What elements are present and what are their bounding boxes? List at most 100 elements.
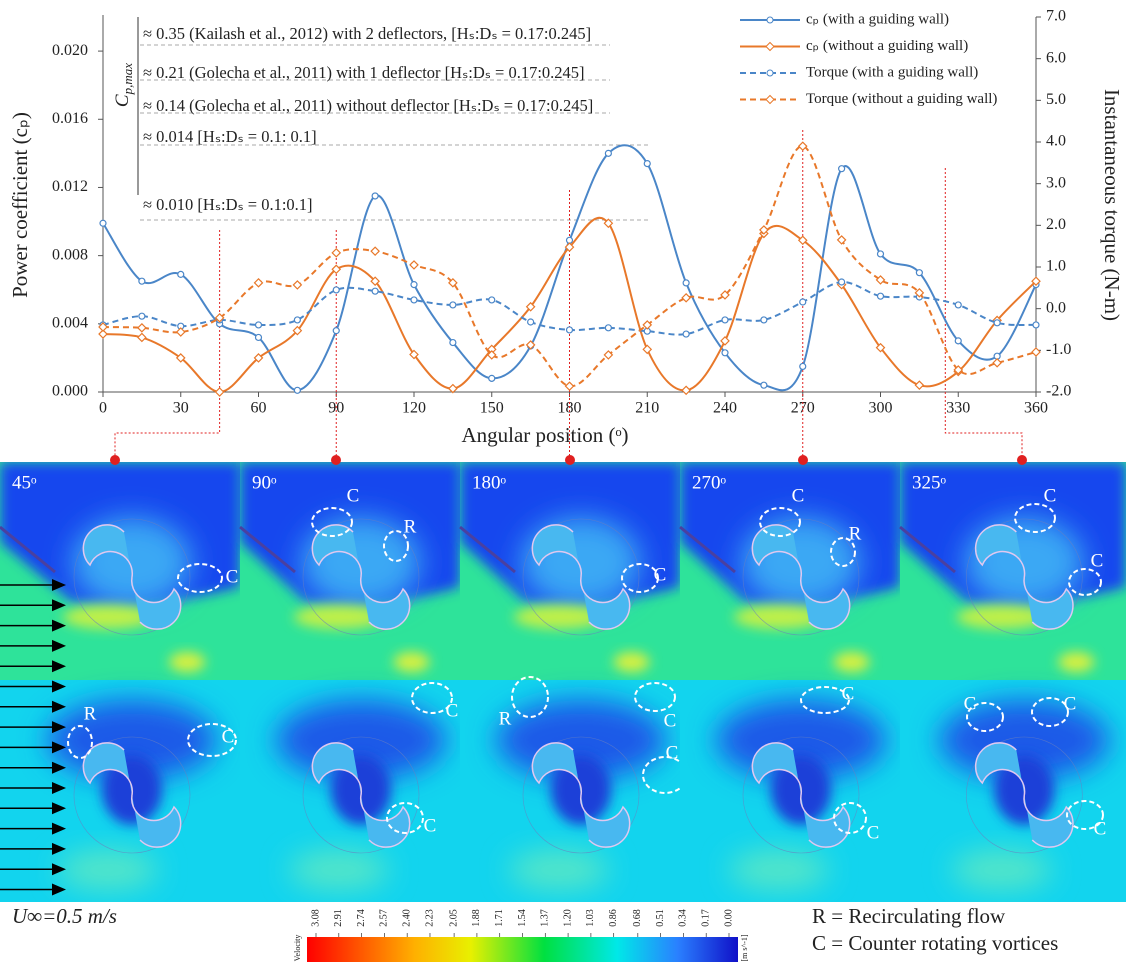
y2-tick-label: 4.0 (1046, 133, 1066, 150)
legend-r: R = Recirculating flow (812, 904, 1006, 928)
guide-wall (239, 525, 296, 574)
point-marker (681, 385, 691, 396)
colorbar-tick-label: 0.51 (655, 909, 666, 927)
inflow-arrow-head (52, 761, 66, 774)
legend-label: Torque (with a guiding wall) (806, 64, 978, 80)
inflow-arrow-head (52, 700, 66, 713)
cp-max-subscript: p,max (120, 63, 135, 96)
y2-tick-label: -1.0 (1046, 341, 1071, 358)
point-marker (486, 350, 497, 360)
point-marker (332, 286, 340, 294)
colorbar-unit: [m s^-1] (740, 934, 749, 961)
contour-jet (734, 605, 824, 629)
x-tick-label: 0 (99, 400, 107, 417)
point-marker (525, 301, 536, 312)
vortex-label: C (1044, 485, 1057, 506)
point-marker (838, 278, 846, 286)
point-marker (603, 350, 614, 360)
vortex-label: C (1091, 550, 1104, 571)
panel-angle: 90ᵒ (252, 472, 277, 493)
rotor-blade (531, 524, 583, 578)
y2-tick-label: 6.0 (1046, 49, 1066, 66)
colorbar-tick-label: 2.57 (379, 909, 390, 927)
point-marker (332, 327, 340, 335)
vortex-label: R (499, 708, 512, 729)
point-marker (254, 333, 263, 342)
point-marker (370, 246, 380, 257)
y2-tick-label: 5.0 (1046, 91, 1066, 108)
colorbar-tick-label: 1.88 (471, 909, 482, 927)
contour-light (729, 850, 829, 890)
colorbar-tick-label: 0.86 (608, 909, 619, 927)
contour-light (509, 850, 609, 890)
inflow-arrow-head (52, 660, 66, 673)
contour-jet2 (833, 652, 870, 672)
rotor-blade (311, 524, 363, 578)
highlight-dot (565, 455, 575, 465)
y2-axis-label: Instantaneous torque (N-m) (1100, 89, 1124, 321)
highlight-dot (331, 455, 341, 465)
point-marker (293, 386, 301, 394)
y2-tick-label: 0.0 (1046, 299, 1066, 316)
point-marker (1031, 347, 1041, 357)
vortex-outline (311, 507, 353, 537)
y-tick-label: 0.012 (52, 178, 88, 195)
inflow-arrow-head (52, 863, 66, 876)
point-marker (448, 383, 458, 394)
reference-note: ≈ 0.21 (Golecha et al., 2011) with 1 def… (143, 63, 585, 82)
point-marker (565, 326, 574, 334)
vortex-label: C (446, 700, 459, 721)
vortex-label: C (654, 564, 667, 585)
contour-jet2 (169, 652, 206, 672)
guide-wall (899, 525, 956, 574)
contour-jet (956, 605, 1047, 629)
x-tick-label: 90 (328, 400, 344, 417)
y-axis-label: Power coefficient (cₚ) (8, 112, 32, 298)
legend-label: cₚ (without a guiding wall) (806, 38, 968, 54)
vortex-outline (1068, 568, 1102, 596)
rotor-blade (1023, 576, 1074, 630)
cp-max-label: Cp,max (112, 63, 135, 107)
vortex-outline (621, 563, 659, 593)
point-marker (604, 149, 612, 157)
rotor-blade (751, 742, 803, 796)
point-marker (759, 225, 769, 235)
point-marker (643, 159, 651, 168)
y2-tick-label: 3.0 (1046, 174, 1066, 191)
rotor-domain (742, 518, 860, 636)
vortex-label: R (849, 523, 862, 544)
series-line (102, 144, 1037, 392)
vortex-label: C (664, 710, 677, 731)
point-marker (331, 264, 342, 275)
point-marker (138, 277, 146, 285)
rotor-blade (799, 794, 851, 848)
vortex-outline (386, 802, 424, 834)
y-tick-label: 0.004 (52, 314, 88, 331)
y-tick-label: 0.008 (52, 246, 88, 263)
inflow-label: U∞=0.5 m/s (12, 904, 117, 928)
point-marker (760, 381, 768, 389)
point-marker (137, 332, 147, 343)
contour-jet (514, 605, 604, 629)
inflow-arrow-head (52, 680, 66, 693)
point-marker (214, 387, 225, 397)
contour-jet (294, 605, 384, 629)
point-marker (138, 312, 146, 320)
contour-jet2 (393, 652, 430, 672)
point-marker (98, 329, 108, 339)
inflow-arrow-head (52, 883, 66, 896)
rotor-domain (302, 736, 420, 854)
point-marker (410, 281, 418, 289)
rotor-blade (130, 576, 182, 630)
legend-c: C = Counter rotating vortices (812, 931, 1058, 955)
point-marker (448, 277, 458, 288)
contour-light (58, 850, 158, 890)
highlight-dot (798, 455, 808, 465)
vortex-label: C (347, 485, 360, 506)
point-marker (564, 381, 575, 392)
colorbar-tick-label: 0.68 (632, 909, 643, 927)
rotor-blade (579, 576, 631, 630)
inflow-arrow-head (52, 619, 66, 632)
